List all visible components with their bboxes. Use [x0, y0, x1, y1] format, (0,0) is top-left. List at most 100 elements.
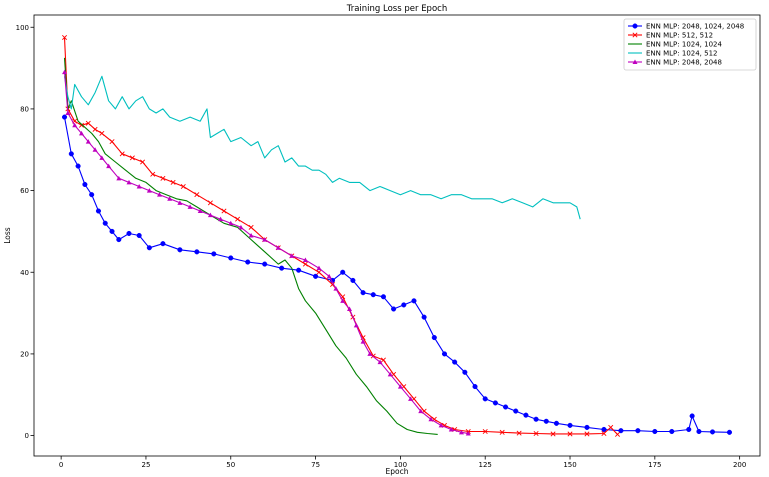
marker-stroke [567, 431, 573, 437]
data-point [601, 426, 607, 433]
data-point [448, 426, 454, 432]
data-point [696, 428, 702, 435]
legend-marker [632, 32, 638, 38]
data-point [211, 251, 217, 257]
data-point [146, 188, 152, 193]
data-point [150, 171, 156, 177]
data-point [523, 412, 529, 418]
data-point [65, 110, 71, 115]
marker-stroke [380, 357, 386, 363]
data-point [140, 159, 146, 165]
data-point [289, 253, 295, 258]
data-point [421, 314, 427, 320]
data-point [194, 192, 200, 198]
marker-stroke [221, 208, 227, 214]
data-point [85, 120, 91, 126]
data-point [465, 431, 471, 436]
data-point [482, 396, 488, 402]
data-point [513, 408, 519, 414]
series-line [63, 57, 438, 435]
data-point [119, 151, 125, 157]
marker-stroke [614, 431, 621, 437]
marker-stroke [632, 32, 638, 38]
data-point [618, 428, 624, 434]
y-tick-label: 20 [20, 350, 29, 358]
data-point [438, 422, 444, 428]
data-point [92, 147, 98, 152]
data-point [340, 269, 346, 275]
x-tick-label: 25 [141, 461, 150, 469]
data-point [129, 155, 135, 161]
legend-label: ENN MLP: 1024, 512 [646, 50, 718, 58]
data-point [652, 428, 658, 435]
marker-stroke [150, 171, 156, 177]
data-point [197, 208, 203, 213]
data-point [601, 431, 607, 437]
x-tick-label: 0 [59, 461, 63, 469]
data-point [160, 175, 166, 181]
data-point [235, 216, 241, 222]
data-point [316, 265, 322, 271]
data-point [391, 306, 397, 312]
marker-stroke [499, 429, 505, 435]
data-point [350, 277, 356, 283]
x-tick-label: 175 [648, 461, 661, 469]
data-point [62, 34, 68, 40]
legend-item: ENN MLP: 2048, 2048 [628, 59, 722, 67]
data-point [401, 302, 407, 308]
data-point [360, 339, 366, 344]
marker-stroke [302, 261, 308, 267]
data-point [99, 130, 105, 136]
x-tick-label: 125 [479, 461, 492, 469]
marker-stroke [78, 122, 85, 128]
data-point [262, 261, 268, 267]
data-point [353, 322, 359, 328]
data-point [160, 241, 166, 247]
data-point [61, 114, 68, 120]
y-axis-ticks: 0 20 40 60 80 100 [16, 24, 34, 440]
data-point [167, 196, 173, 201]
data-point [99, 155, 105, 160]
data-point [472, 384, 478, 390]
legend-label: ENN MLP: 2048, 2048 [646, 59, 722, 67]
data-point [584, 431, 590, 437]
data-point [262, 237, 268, 242]
data-point [726, 429, 733, 435]
legend-item: ENN MLP: 2048, 1024, 2048 [628, 23, 744, 31]
marker-stroke [160, 175, 166, 181]
data-point [614, 431, 621, 437]
data-point [62, 69, 68, 75]
marker-stroke [62, 34, 68, 40]
data-point [207, 200, 213, 206]
marker-stroke [330, 281, 336, 288]
data-point [543, 418, 549, 424]
data-point [170, 179, 176, 185]
data-point [533, 416, 539, 422]
data-point [126, 179, 132, 185]
series-line [63, 72, 469, 435]
marker-stroke [235, 216, 241, 222]
series-group [63, 75, 581, 220]
data-point [68, 151, 74, 157]
x-axis-label: Epoch [386, 467, 409, 476]
data-point [82, 181, 88, 188]
marker-stroke [109, 139, 115, 145]
marker-stroke [248, 224, 254, 230]
data-point [194, 249, 200, 255]
data-point [316, 269, 322, 275]
legend-label: ENN MLP: 1024, 1024 [646, 41, 722, 49]
data-point [106, 163, 112, 169]
data-point [89, 192, 95, 198]
data-point [78, 130, 84, 136]
data-point [177, 247, 183, 253]
marker-stroke [584, 431, 590, 437]
data-point [462, 369, 468, 375]
data-point [567, 422, 573, 428]
data-point [302, 261, 308, 267]
data-point [207, 212, 213, 218]
data-point [180, 183, 186, 190]
marker-stroke [170, 179, 176, 185]
data-point [102, 220, 108, 226]
x-axis-ticks: 0 25 50 75 100 125 150 175 200 [59, 456, 746, 469]
